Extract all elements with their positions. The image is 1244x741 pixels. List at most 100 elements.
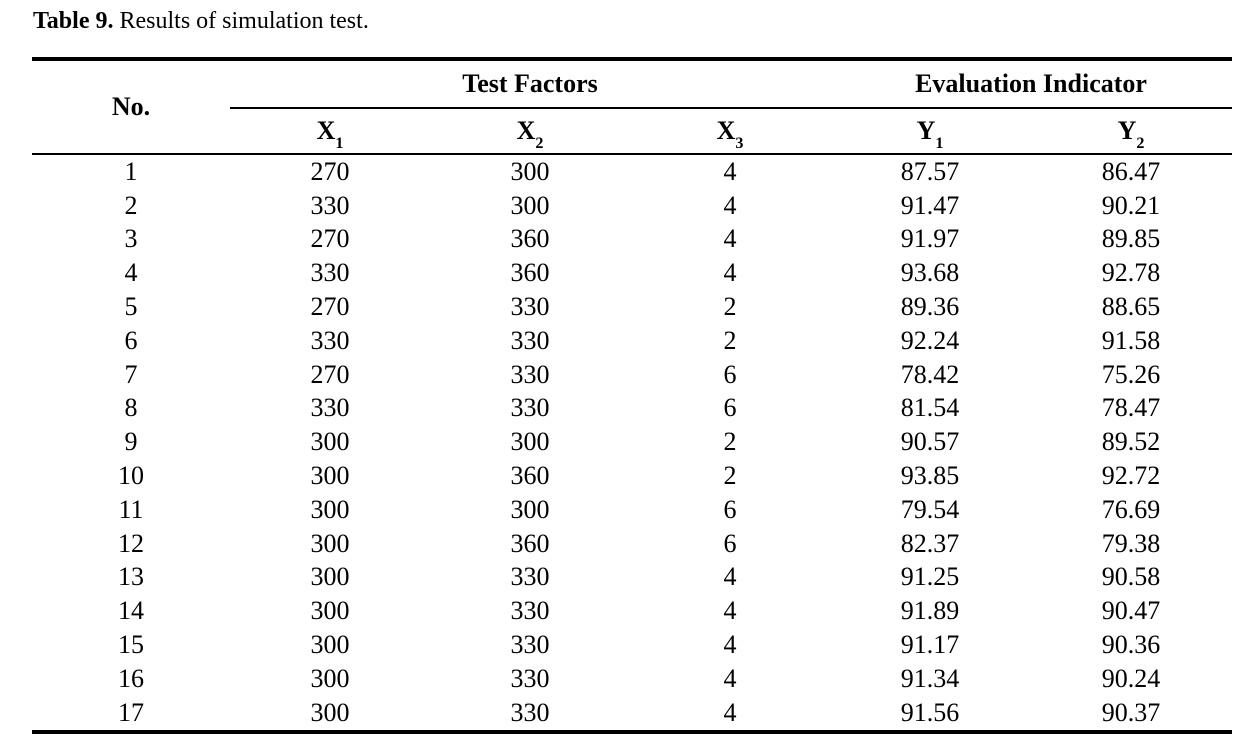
cell-y1: 93.85 <box>900 461 960 491</box>
cell-x2: 360 <box>510 461 550 491</box>
cell-x2: 330 <box>510 630 550 660</box>
cell-x3: 4 <box>723 224 737 254</box>
cell-y1: 91.34 <box>900 663 960 693</box>
cell-no: 2 <box>124 190 138 220</box>
cell-x1: 330 <box>310 258 350 288</box>
cell-no: 13 <box>118 562 144 592</box>
header-col-x2: X2 <box>430 108 630 155</box>
cell-x2: 300 <box>510 427 550 457</box>
cell-x2: 330 <box>510 325 550 355</box>
header-sub-row: X1 X2 X3 Y1 Y2 <box>32 108 1232 155</box>
table-row: 16 300 330 4 91.34 90.24 <box>32 662 1232 696</box>
cell-y2: 92.72 <box>1101 461 1161 491</box>
cell-x1: 330 <box>310 393 350 423</box>
cell-no: 5 <box>124 292 138 322</box>
var-subscript: 3 <box>735 135 744 153</box>
cell-y1: 91.97 <box>900 224 960 254</box>
cell-x3: 4 <box>723 562 737 592</box>
cell-y1: 89.36 <box>900 292 960 322</box>
cell-x3: 6 <box>723 528 737 558</box>
cell-y1: 78.42 <box>900 359 960 389</box>
cell-x2: 300 <box>510 494 550 524</box>
table-row: 1 270 300 4 87.57 86.47 <box>32 154 1232 189</box>
table-header: No. Test Factors Evaluation Indicator X1… <box>32 59 1232 155</box>
table-row: 5 270 330 2 89.36 88.65 <box>32 290 1232 324</box>
caption-label: Table 9. <box>33 8 114 34</box>
header-group-row: No. Test Factors Evaluation Indicator <box>32 59 1232 155</box>
cell-x2: 360 <box>510 258 550 288</box>
var-subscript: 1 <box>935 135 944 153</box>
var-base: X <box>516 116 536 145</box>
header-col-x3: X3 <box>630 108 830 155</box>
results-table: No. Test Factors Evaluation Indicator X1… <box>32 57 1232 734</box>
cell-y2: 89.52 <box>1101 427 1161 457</box>
cell-x2: 300 <box>510 190 550 220</box>
cell-x2: 360 <box>510 224 550 254</box>
header-group-test-factors: Test Factors <box>230 59 830 109</box>
cell-y1: 91.25 <box>900 562 960 592</box>
cell-y1: 81.54 <box>900 393 960 423</box>
cell-x1: 300 <box>310 494 350 524</box>
table-row: 9 300 300 2 90.57 89.52 <box>32 425 1232 459</box>
var-base: X <box>716 116 736 145</box>
cell-x3: 4 <box>723 630 737 660</box>
cell-x1: 300 <box>310 630 350 660</box>
cell-x1: 300 <box>310 697 350 727</box>
cell-no: 7 <box>124 359 138 389</box>
cell-x3: 6 <box>723 494 737 524</box>
cell-x2: 330 <box>510 292 550 322</box>
var-subscript: 2 <box>1136 135 1145 153</box>
cell-x3: 4 <box>723 190 737 220</box>
cell-x1: 330 <box>310 190 350 220</box>
var-subscript: 1 <box>335 135 344 153</box>
cell-x1: 300 <box>310 663 350 693</box>
cell-no: 1 <box>124 156 138 186</box>
cell-x1: 270 <box>310 156 350 186</box>
var-base: Y <box>1117 116 1137 145</box>
cell-x2: 330 <box>510 663 550 693</box>
cell-no: 17 <box>118 697 144 727</box>
table-row: 13 300 330 4 91.25 90.58 <box>32 561 1232 595</box>
cell-y2: 92.78 <box>1101 258 1161 288</box>
cell-y1: 90.57 <box>900 427 960 457</box>
caption-text: Results of simulation test. <box>119 8 369 34</box>
cell-x1: 270 <box>310 292 350 322</box>
cell-y1: 91.56 <box>900 697 960 727</box>
cell-no: 6 <box>124 325 138 355</box>
cell-y1: 92.24 <box>900 325 960 355</box>
cell-x3: 2 <box>723 427 737 457</box>
table-row: 14 300 330 4 91.89 90.47 <box>32 594 1232 628</box>
cell-x2: 330 <box>510 359 550 389</box>
cell-y2: 90.47 <box>1101 596 1161 626</box>
cell-x1: 270 <box>310 224 350 254</box>
cell-x3: 4 <box>723 258 737 288</box>
cell-x2: 360 <box>510 528 550 558</box>
table-body: 1 270 300 4 87.57 86.47 2 330 300 4 91.47 90.21 3 270… <box>32 154 1232 732</box>
table-row: 10 300 360 2 93.85 92.72 <box>32 459 1232 493</box>
cell-x1: 300 <box>310 596 350 626</box>
cell-no: 15 <box>118 630 144 660</box>
table-row: 11 300 300 6 79.54 76.69 <box>32 493 1232 527</box>
table-row: 8 330 330 6 81.54 78.47 <box>32 392 1232 426</box>
cell-x2: 330 <box>510 393 550 423</box>
cell-y1: 91.17 <box>900 630 960 660</box>
cell-x3: 6 <box>723 359 737 389</box>
var-base: X <box>316 116 336 145</box>
cell-y2: 79.38 <box>1101 528 1161 558</box>
cell-x2: 330 <box>510 596 550 626</box>
cell-y2: 89.85 <box>1101 224 1161 254</box>
cell-x1: 330 <box>310 325 350 355</box>
cell-y1: 82.37 <box>900 528 960 558</box>
cell-y2: 88.65 <box>1101 292 1161 322</box>
cell-y1: 79.54 <box>900 494 960 524</box>
cell-x1: 300 <box>310 528 350 558</box>
cell-x1: 300 <box>310 461 350 491</box>
cell-x3: 4 <box>723 697 737 727</box>
cell-y2: 90.58 <box>1101 562 1161 592</box>
header-group-evaluation-indicator: Evaluation Indicator <box>830 59 1232 109</box>
cell-no: 4 <box>124 258 138 288</box>
cell-y2: 78.47 <box>1101 393 1161 423</box>
cell-x3: 4 <box>723 156 737 186</box>
table-caption: Table 9. Results of simulation test. <box>33 6 369 36</box>
